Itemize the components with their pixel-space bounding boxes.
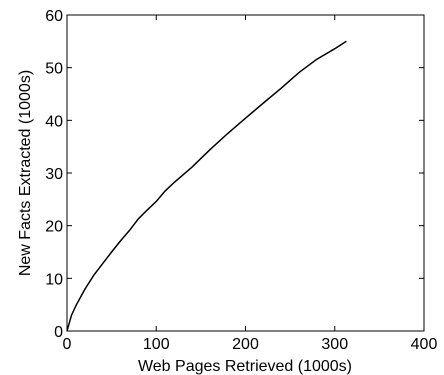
y-tick-label: 20 [45,219,63,236]
y-tick-label: 50 [45,61,63,78]
y-tick-label: 0 [54,324,63,341]
y-tick-label: 60 [45,8,63,25]
y-axis-ticks: 0 10 20 30 40 50 60 [45,8,424,341]
x-tick-label: 0 [63,336,72,353]
series-line [66,40,347,332]
x-tick-label: 300 [321,336,348,353]
y-axis-title: New Facts Extracted (1000s) [17,70,34,276]
plot-frame [66,14,425,332]
x-tick-label: 100 [143,336,170,353]
x-tick-label: 200 [232,336,259,353]
x-tick-label: 400 [411,336,438,353]
x-axis-title: Web Pages Retrieved (1000s) [138,358,352,375]
y-tick-label: 40 [45,113,63,130]
x-axis-ticks: 0 100 200 300 400 [63,15,438,353]
y-tick-label: 10 [45,271,63,288]
y-tick-label: 30 [45,166,63,183]
